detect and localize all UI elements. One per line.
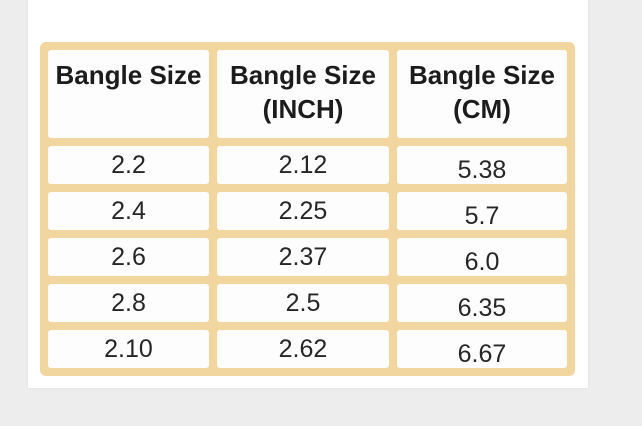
cell-inch: 2.62 [217,330,389,368]
table-row: 2.2 2.12 5.38 [48,146,567,184]
cell-inch: 2.12 [217,146,389,184]
cell-inch: 2.37 [217,238,389,276]
header-label: Bangle Size [409,60,555,90]
header-label-line2: (INCH) [262,94,344,124]
header-label-line2: (CM) [453,94,511,124]
cell-size: 2.6 [48,238,209,276]
cell-size: 2.10 [48,330,209,368]
table-body: 2.2 2.12 5.38 2.4 2.25 5.7 2.6 2.37 6.0 … [48,146,567,368]
table-row: 2.6 2.37 6.0 [48,238,567,276]
cell-inch: 2.5 [217,284,389,322]
cell-cm: 6.0 [397,238,567,276]
cell-cm: 6.35 [397,284,567,322]
table-row: 2.10 2.62 6.67 [48,330,567,368]
header-bangle-size-cm: Bangle Size (CM) [397,50,567,138]
cell-cm: 5.7 [397,192,567,230]
table-row: 2.4 2.25 5.7 [48,192,567,230]
header-bangle-size-inch: Bangle Size (INCH) [217,50,389,138]
cell-cm: 5.38 [397,146,567,184]
table-header: Bangle Size Bangle Size (INCH) Bangle Si… [48,50,567,138]
header-bangle-size: Bangle Size [48,50,209,138]
cell-size: 2.8 [48,284,209,322]
bangle-size-table: Bangle Size Bangle Size (INCH) Bangle Si… [40,42,575,376]
cell-inch: 2.25 [217,192,389,230]
cell-cm: 6.67 [397,330,567,368]
cell-size: 2.4 [48,192,209,230]
header-label: Bangle Size [55,60,202,90]
table-row: 2.8 2.5 6.35 [48,284,567,322]
header-label: Bangle Size [230,60,376,90]
cell-size: 2.2 [48,146,209,184]
header-row: Bangle Size Bangle Size (INCH) Bangle Si… [48,50,567,138]
